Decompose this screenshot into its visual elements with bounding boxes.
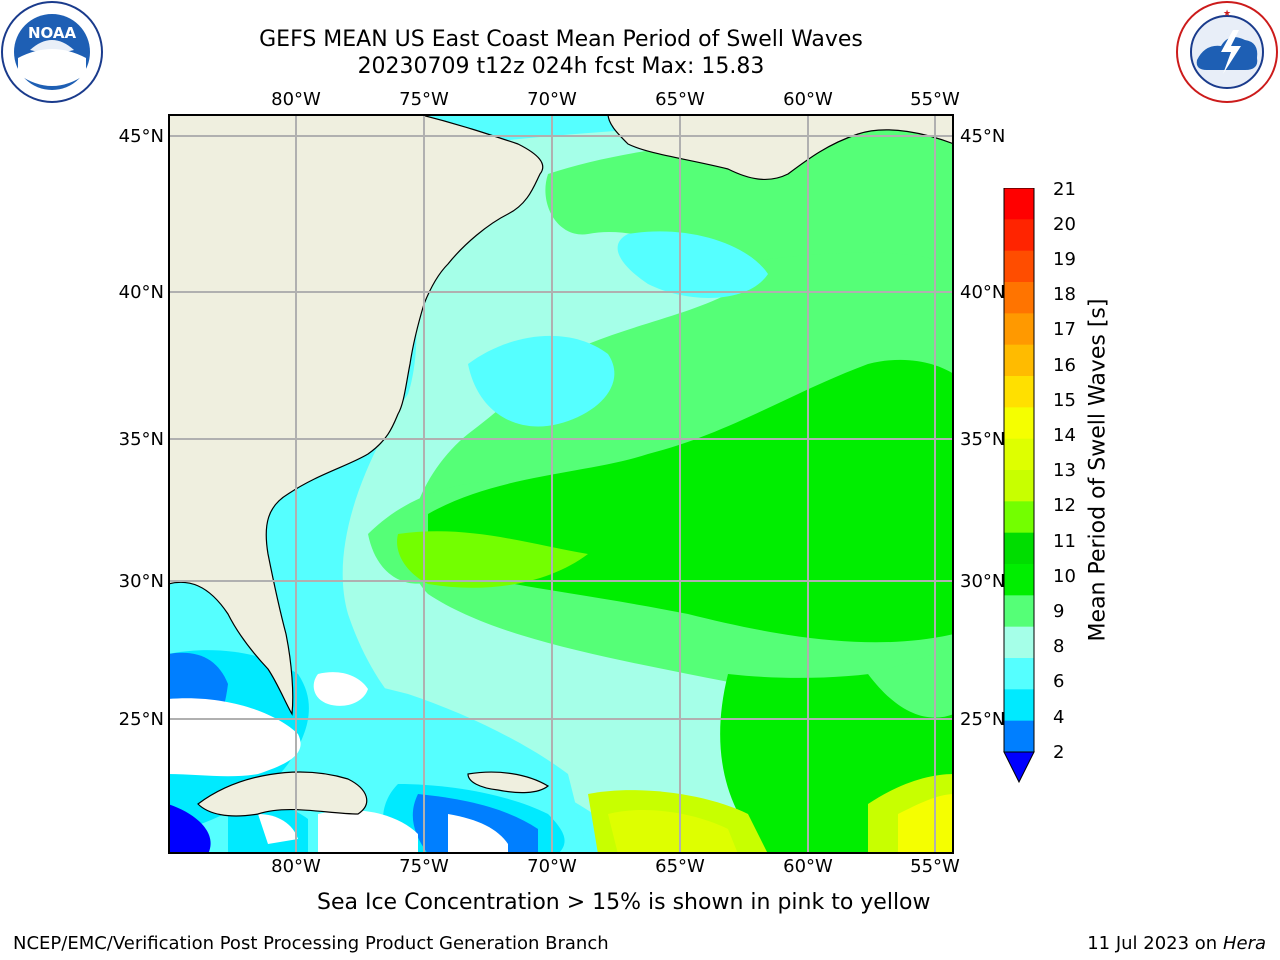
footer-host: Hera — [1222, 933, 1266, 954]
colorbar-tick: 4 — [1053, 707, 1065, 728]
swell-band-11-12 — [397, 531, 588, 588]
lon-tick-bottom: 75°W — [399, 856, 449, 877]
colorbar-tick: 13 — [1053, 460, 1076, 481]
colorbar-swatch — [1004, 470, 1034, 502]
colorbar-tick: 15 — [1053, 390, 1076, 411]
graticule — [168, 114, 954, 854]
lon-tick-top: 65°W — [655, 89, 705, 110]
lat-tick-left: 40°N — [118, 282, 164, 303]
colorbar-swatch — [1004, 407, 1034, 440]
lat-tick-right: 30°N — [960, 571, 1006, 592]
colorbar-swatch — [1004, 313, 1034, 346]
lat-tick-left: 25°N — [118, 709, 164, 730]
lon-tick-top: 80°W — [271, 89, 321, 110]
colorbar-swatch — [1004, 626, 1034, 659]
lon-tick-bottom: 60°W — [783, 856, 833, 877]
canada-coastline — [607, 114, 954, 180]
lat-tick-right: 40°N — [960, 282, 1006, 303]
colorbar-tick: 6 — [1053, 671, 1065, 692]
footer-credit: NCEP/EMC/Verification Post Processing Pr… — [13, 933, 609, 954]
cuba — [197, 771, 368, 817]
colorbar-tick: 9 — [1053, 601, 1065, 622]
lon-tick-top: 75°W — [399, 89, 449, 110]
colorbar — [1003, 187, 1035, 788]
lat-tick-left: 35°N — [118, 429, 164, 450]
colorbar-title: Mean Period of Swell Waves [s] — [1085, 298, 1111, 642]
hispaniola — [467, 771, 550, 794]
colorbar-swatch — [1004, 658, 1034, 690]
swell-band-10-11 — [428, 359, 954, 643]
colorbar-tick: 20 — [1053, 214, 1076, 235]
colorbar-swatch — [1004, 376, 1034, 408]
lat-tick-left: 45°N — [118, 126, 164, 147]
colorbar-tick: 2 — [1053, 742, 1065, 763]
colorbar-tick: 8 — [1053, 636, 1065, 657]
colorbar-tick: 17 — [1053, 319, 1076, 340]
colorbar-swatch — [1004, 250, 1034, 283]
lat-tick-right: 35°N — [960, 429, 1006, 450]
colorbar-tick: 14 — [1053, 425, 1076, 446]
lat-tick-left: 30°N — [118, 571, 164, 592]
colorbar-tick: 10 — [1053, 566, 1076, 587]
colorbar-swatch — [1004, 689, 1034, 722]
colorbar-border — [1003, 187, 1035, 753]
sea-ice-note: Sea Ice Concentration > 15% is shown in … — [317, 890, 931, 915]
lon-tick-top: 60°W — [783, 89, 833, 110]
footer-date-text: 11 Jul 2023 on — [1087, 933, 1218, 954]
colorbar-tick: 16 — [1053, 355, 1076, 376]
colorbar-tick: 12 — [1053, 495, 1076, 516]
colorbar-swatch — [1004, 532, 1034, 565]
footer-date: 11 Jul 2023 on Hera — [1087, 933, 1266, 954]
swell-period-map — [168, 114, 954, 854]
map-border — [168, 114, 954, 854]
masked-bahamas — [313, 672, 368, 706]
nws-logo: ★ — [1175, 0, 1279, 104]
chart-title: GEFS MEAN US East Coast Mean Period of S… — [259, 27, 863, 52]
colorbar-tick: 18 — [1053, 284, 1076, 305]
lon-tick-bottom: 55°W — [910, 856, 960, 877]
svg-text:★: ★ — [1223, 9, 1231, 19]
colorbar-under-arrow — [1003, 751, 1035, 784]
lon-tick-bottom: 80°W — [271, 856, 321, 877]
colorbar-swatch — [1004, 188, 1034, 220]
colorbar-swatch — [1004, 595, 1034, 628]
colorbar-tick: 21 — [1053, 179, 1076, 200]
colorbar-swatch — [1004, 720, 1034, 753]
colorbar-tick: 11 — [1053, 531, 1076, 552]
lon-tick-bottom: 65°W — [655, 856, 705, 877]
colorbar-swatch — [1004, 564, 1034, 596]
lon-tick-top: 70°W — [527, 89, 577, 110]
colorbar-swatch — [1004, 438, 1034, 471]
lat-tick-right: 45°N — [960, 126, 1006, 147]
colorbar-swatch — [1004, 344, 1034, 377]
lon-tick-bottom: 70°W — [527, 856, 577, 877]
masked-gulf — [168, 698, 301, 777]
colorbar-tick: 19 — [1053, 249, 1076, 270]
lon-tick-top: 55°W — [910, 89, 960, 110]
noaa-logo-text: NOAA — [28, 24, 77, 42]
colorbar-swatch — [1004, 219, 1034, 252]
noaa-logo: NOAA — [0, 0, 104, 104]
colorbar-swatch — [1004, 282, 1034, 314]
lat-tick-right: 25°N — [960, 709, 1006, 730]
chart-subtitle: 20230709 t12z 024h fcst Max: 15.83 — [357, 54, 765, 79]
colorbar-swatch — [1004, 501, 1034, 534]
us-coastline — [168, 114, 544, 716]
